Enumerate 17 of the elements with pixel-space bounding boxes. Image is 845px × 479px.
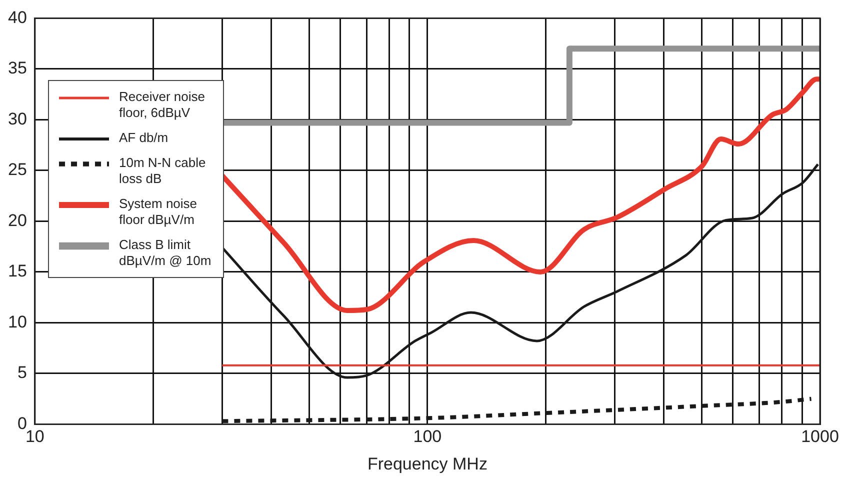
y-tick-label: 20 (8, 210, 27, 230)
x-tick-label: 100 (413, 427, 442, 446)
y-tick-label: 10 (8, 312, 27, 332)
legend-label: AF db/m (119, 130, 168, 146)
y-tick-label: 35 (8, 58, 27, 78)
x-tick-label: 1000 (801, 427, 839, 446)
legend-label: Receiver noise floor, 6dBµV (119, 89, 206, 121)
y-tick-label: 0 (17, 414, 27, 433)
legend-label: System noise floor dBµV/m (119, 196, 198, 228)
x-axis-title: Frequency MHz (367, 454, 488, 474)
y-tick-label: 15 (8, 262, 27, 281)
y-tick-label: 30 (8, 109, 27, 128)
y-tick-label: 40 (8, 8, 27, 27)
legend-label: Class B limit dBµV/m @ 10m (119, 237, 212, 269)
y-tick-label: 25 (8, 160, 27, 180)
y-tick-label: 5 (17, 363, 27, 382)
legend-label: 10m N-N cable loss dB (119, 155, 207, 187)
